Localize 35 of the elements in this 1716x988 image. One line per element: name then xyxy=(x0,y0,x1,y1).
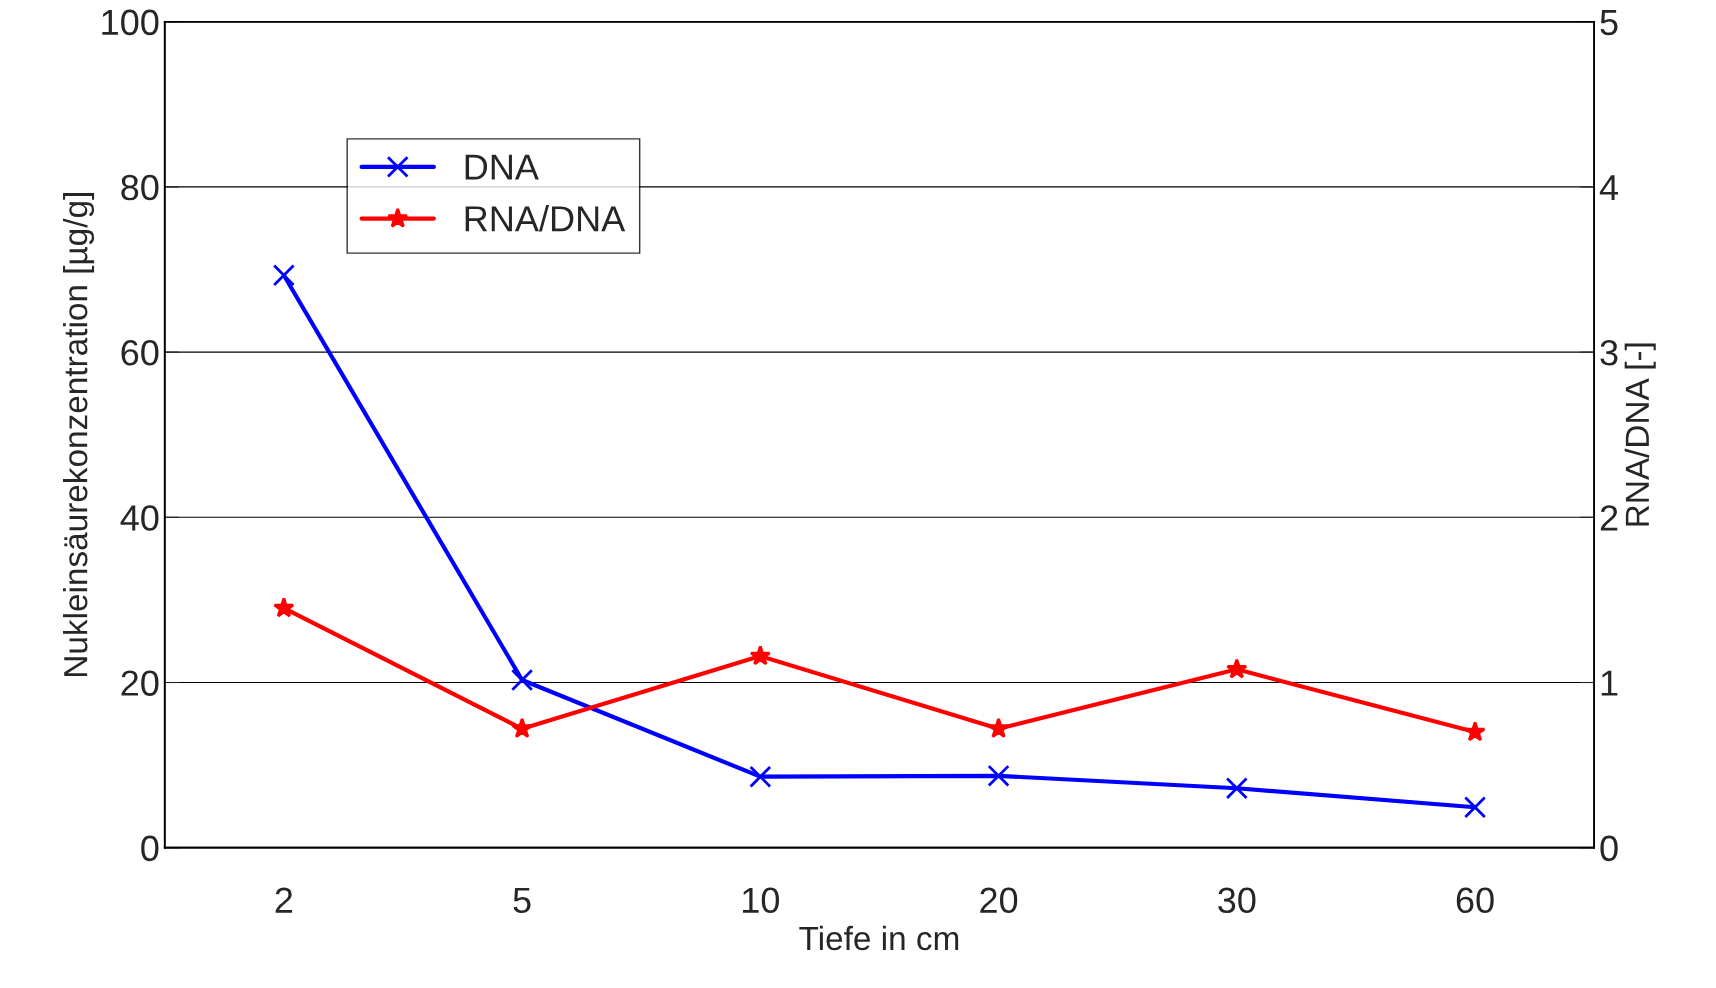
x-tick-label: 20 xyxy=(980,887,1018,914)
point xyxy=(1226,658,1248,679)
x-tick-label: 60 xyxy=(1456,887,1494,914)
y2-tick-label: 4 xyxy=(1599,175,1619,201)
y2-tick-label: 0 xyxy=(1600,835,1618,862)
point xyxy=(1463,796,1487,819)
point xyxy=(987,764,1010,787)
y2-tick-label: 3 xyxy=(1600,339,1618,366)
point xyxy=(273,597,295,618)
point xyxy=(1225,777,1248,800)
y2-axis-title: RNA/DNA [-] xyxy=(1624,343,1656,526)
legend-label: RNA/DNA xyxy=(465,205,626,232)
point xyxy=(749,644,771,666)
y2-tick-label: 5 xyxy=(1600,9,1618,36)
x-tick-label: 2 xyxy=(275,887,293,913)
point xyxy=(1464,720,1486,742)
x-tick-label: 10 xyxy=(743,887,779,914)
x-tick-label: 5 xyxy=(513,887,531,914)
y-tick-label: 100 xyxy=(102,9,159,36)
y2-tick-label: 1 xyxy=(1601,670,1618,696)
point xyxy=(272,264,295,287)
y-tick-label: 20 xyxy=(121,670,159,696)
point xyxy=(749,765,772,788)
legend-label: DNA xyxy=(465,154,539,180)
x-tick-label: 30 xyxy=(1218,887,1256,914)
point xyxy=(987,717,1010,739)
y2-tick-label: 2 xyxy=(1600,505,1618,531)
point xyxy=(511,717,533,739)
y-tick-label: 40 xyxy=(120,505,159,531)
x-axis-title: Tiefe in cm xyxy=(799,925,959,951)
y-axis-title: Nukleinsäurekonzentration [µg/g] xyxy=(63,193,95,676)
point xyxy=(510,668,534,692)
y-tick-label: 60 xyxy=(121,339,159,366)
y-tick-label: 0 xyxy=(141,835,159,862)
y-tick-label: 80 xyxy=(121,174,159,201)
